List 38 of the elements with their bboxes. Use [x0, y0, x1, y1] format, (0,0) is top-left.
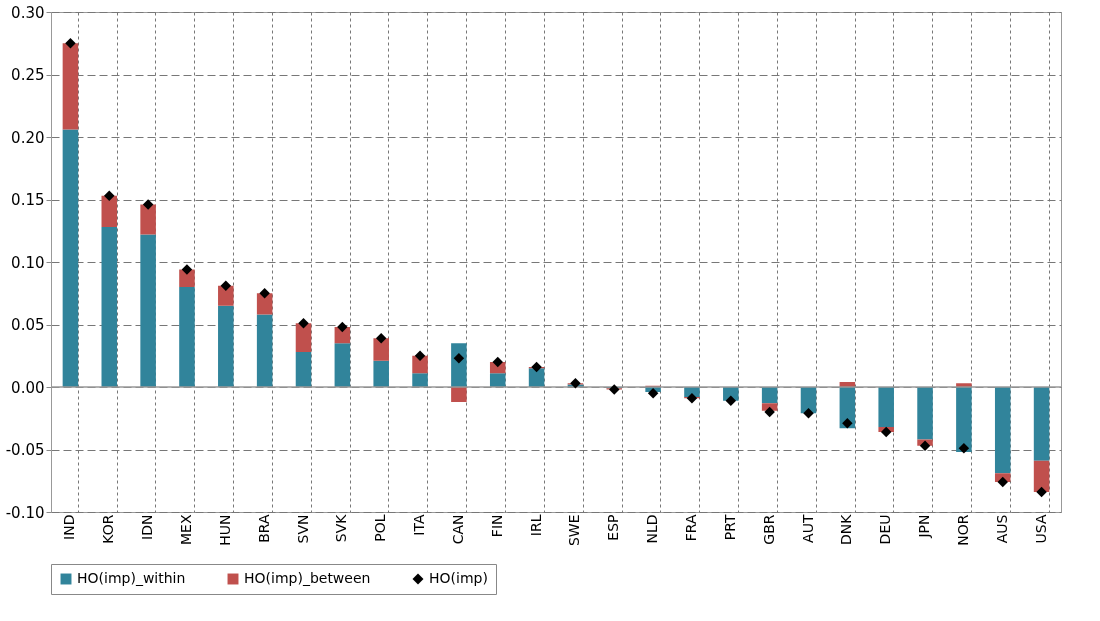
x-tick-label: PRT: [721, 514, 738, 541]
legend-label: HO(imp)_within: [77, 570, 186, 586]
y-tick-label: 0.20: [11, 128, 45, 147]
x-tick-label: SVN: [294, 514, 311, 544]
x-tick-label: MEX: [177, 514, 194, 546]
y-tick-label: 0.25: [11, 66, 45, 84]
y-tick-label: 0.05: [11, 316, 45, 334]
y-tick-label: -0.05: [5, 441, 45, 459]
x-tick-label: ITA: [411, 514, 428, 536]
x-tick-label: JPN: [916, 514, 933, 539]
x-tick-label: USA: [1032, 514, 1049, 544]
x-tick-label: NLD: [644, 514, 661, 544]
y-tick-label: 0.30: [11, 3, 45, 22]
legend-label: HO(imp)_between: [244, 570, 371, 586]
x-tick-label: BRA: [255, 514, 272, 543]
x-tick-label: HUN: [216, 514, 233, 546]
y-tick-label: 0.15: [11, 191, 45, 209]
x-tick-label: IDN: [139, 514, 156, 540]
x-tick-label: AUT: [799, 514, 816, 543]
x-tick-label: IND: [61, 514, 78, 540]
x-tick-label: ESP: [605, 514, 622, 541]
legend-label: HO(imp): [429, 570, 488, 586]
y-tick-label: -0.10: [5, 503, 45, 522]
x-tick-label: IRL: [527, 514, 544, 537]
x-tick-label: DNK: [838, 513, 855, 545]
x-tick-label: SVK: [333, 513, 350, 543]
x-tick-label: FRA: [682, 514, 699, 542]
y-tick-label: 0.10: [11, 253, 45, 272]
x-tick-label: NOR: [954, 514, 971, 546]
x-tick-label: POL: [372, 514, 389, 542]
x-tick-label: CAN: [449, 514, 466, 545]
x-tick-label: GBR: [760, 514, 777, 545]
y-tick-label: 0.00: [11, 378, 45, 397]
x-tick-label: FIN: [488, 514, 505, 538]
x-tick-label: KOR: [100, 514, 117, 544]
x-tick-label: SWE: [566, 514, 583, 547]
x-tick-label: DEU: [877, 514, 894, 545]
x-tick-label: AUS: [993, 514, 1010, 544]
